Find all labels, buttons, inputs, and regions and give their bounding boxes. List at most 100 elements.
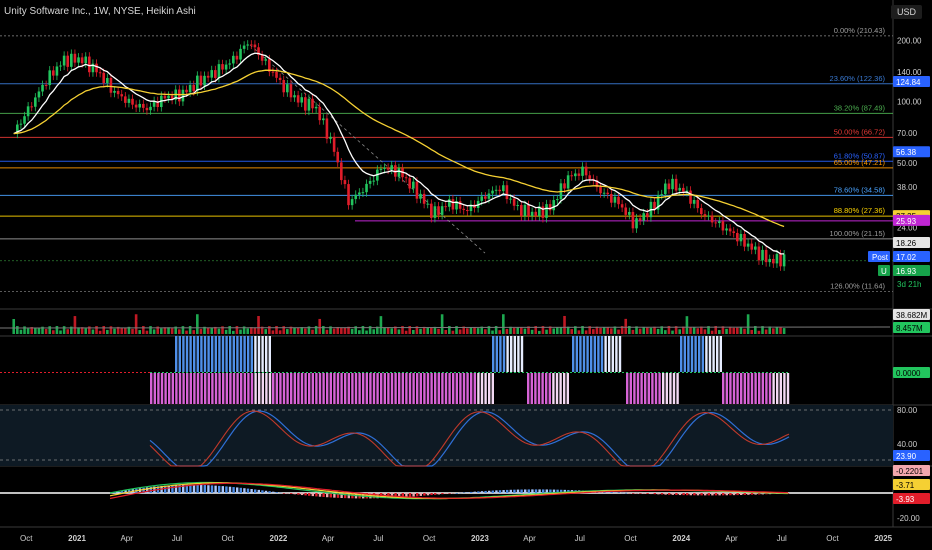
macd-hist-bar [408,493,412,497]
candle-body [746,243,750,247]
candle-body [91,63,95,73]
candle-body [322,118,325,121]
macd-hist-bar [423,493,426,496]
volume-bar [70,326,73,334]
candle-body [44,84,48,86]
macd-hist-bar [552,489,556,493]
currency-button[interactable]: USD [890,5,922,19]
candle-body [196,75,199,92]
volume-bar [725,328,728,334]
macd-hist-bar [686,493,689,496]
volume-bar [458,329,462,334]
trend-bar [344,373,347,404]
candle-body [30,106,34,108]
trend-bar [164,373,167,404]
trend-bar [644,373,647,404]
trend-bar [736,373,739,404]
trend-bar [419,373,422,404]
macd-hist-bar [311,493,314,497]
macd-hist-bar [628,493,631,494]
volume-bar [73,316,77,334]
candle-body [617,196,620,205]
trend-bar [779,373,782,404]
macd-hist-bar [560,489,563,493]
volume-bar [476,328,480,334]
candle-body [343,180,347,185]
macd-hist-bar [650,493,653,495]
volume-bar [145,330,149,334]
y-tick-label: 200.00 [897,36,922,45]
volume-bar [422,326,426,334]
macd-hist-bar [315,493,318,497]
volume-bar [498,330,502,334]
macd-hist-bar [657,493,660,495]
trend-bar [268,373,272,404]
trend-bar [308,373,311,404]
volume-bar [523,328,527,334]
volume-bar [768,326,772,334]
trend-bar [473,373,476,404]
volume-bar [455,326,458,334]
trend-bar [517,336,520,372]
x-tick-label: Apr [120,534,133,543]
candle-body [131,98,134,105]
macd-hist-bar [340,493,343,499]
candle-body [448,199,451,207]
x-tick-label: Oct [826,534,839,543]
candle-body [505,185,509,200]
candle-body [635,218,638,229]
volume-bar [707,326,710,334]
candle-body [332,136,336,152]
macd-hist-bar [448,493,451,494]
volume-bar [401,326,404,334]
macd-hist-bar [333,493,336,498]
macd-hist-bar [124,490,127,493]
candle-body [530,211,534,217]
volume-bar [487,326,491,334]
trend-bar [200,373,203,404]
volume-bar [502,314,505,334]
volume-bar [289,326,293,334]
trend-bar [175,373,178,404]
candle-body [696,200,700,209]
fib-label: 38.20% (87.49) [834,103,886,112]
trend-bar [160,373,164,404]
trend-bar [582,336,586,372]
candle-body [768,258,772,263]
candle-body [581,166,584,176]
candle-body [217,64,221,79]
macd-hist-bar [412,493,415,497]
trend-bar [754,373,757,404]
trend-bar [462,373,466,404]
candle-body [502,185,505,192]
macd-hist-bar [347,493,350,499]
volume-bar [142,326,145,334]
trend-bar [340,373,343,404]
volume-bar [473,327,476,334]
candle-body [163,95,167,99]
trend-bar [566,373,569,404]
volume-bar [700,326,703,334]
trend-bar [189,336,192,372]
macd-hist-bar [524,489,527,493]
trend-bar [286,373,289,404]
macd-hist-bar [534,489,538,493]
trend-bar [597,336,600,372]
volume-bar [206,327,210,334]
macd-hist-bar [513,489,516,493]
volume-bar [271,330,275,334]
trend-bar [459,373,462,404]
candle-body [782,254,786,267]
volume-bar [239,329,242,334]
macd-hist-bar [167,485,170,493]
volume-bar [628,326,631,334]
candle-body [545,204,548,218]
trend-bar [629,373,632,404]
candle-body [602,192,606,194]
trend-bar [218,373,221,404]
macd-hist-bar [257,489,260,493]
volume-bar [772,328,775,334]
volume-bar [185,330,188,334]
macd-hist-bar [484,490,487,493]
